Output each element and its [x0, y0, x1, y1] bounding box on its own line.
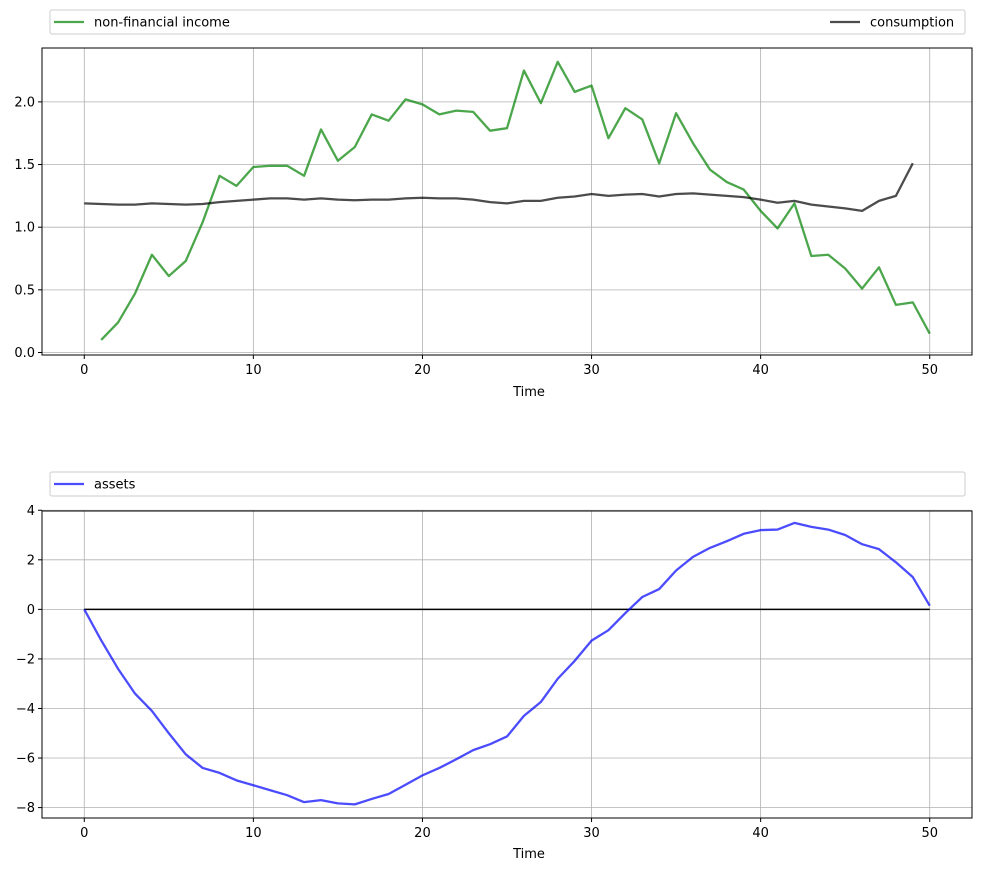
x-tick-label: 40	[752, 826, 769, 841]
axes-frame	[41, 510, 973, 819]
x-tick-label: 50	[921, 363, 938, 378]
legend-box	[49, 9, 966, 35]
x-tick-label: 20	[414, 363, 431, 378]
y-tick-label: 0.0	[14, 346, 35, 361]
subplot-1: 0 10 20 30 40 50 0.0 0.5 1.0 1.5 2.0 Time non-financ…	[14, 9, 973, 400]
y-tick-label: 2	[27, 553, 35, 568]
series-line-non-financial-income	[100, 60, 931, 341]
x-tick-label: 0	[80, 363, 88, 378]
x-tick-label: 50	[921, 826, 938, 841]
legend-label: assets	[94, 478, 136, 493]
series-line-consumption	[84, 162, 914, 213]
x-tick-label: 20	[414, 826, 431, 841]
x-axis-label: Time	[512, 385, 545, 400]
subplot-2: 0 10 20 30 40 50 −8 −6 −4 −2 0 2 4 Time assets	[16, 471, 973, 862]
y-tick-label: −2	[16, 652, 35, 667]
axes-frame	[41, 47, 973, 356]
x-tick-label: 0	[80, 826, 88, 841]
y-tick-label: 0	[27, 603, 35, 618]
legend-label: consumption	[870, 16, 954, 31]
x-tick-label: 30	[583, 363, 600, 378]
y-tick-label: 2.0	[14, 95, 35, 110]
x-tick-label: 10	[245, 826, 262, 841]
y-tick-label: −8	[16, 801, 35, 816]
x-tick-label: 40	[752, 363, 769, 378]
legend-box	[49, 471, 966, 497]
y-tick-label: 0.5	[14, 283, 35, 298]
y-tick-label: −4	[16, 702, 35, 717]
legend-label: non-financial income	[94, 16, 230, 31]
y-tick-label: −6	[16, 752, 35, 767]
x-tick-label: 10	[245, 363, 262, 378]
y-tick-label: 1.0	[14, 221, 35, 236]
y-tick-label: 4	[27, 504, 35, 519]
x-axis-label: Time	[512, 847, 545, 862]
x-tick-label: 30	[583, 826, 600, 841]
y-tick-label: 1.5	[14, 158, 35, 173]
series-line-assets	[83, 521, 931, 806]
